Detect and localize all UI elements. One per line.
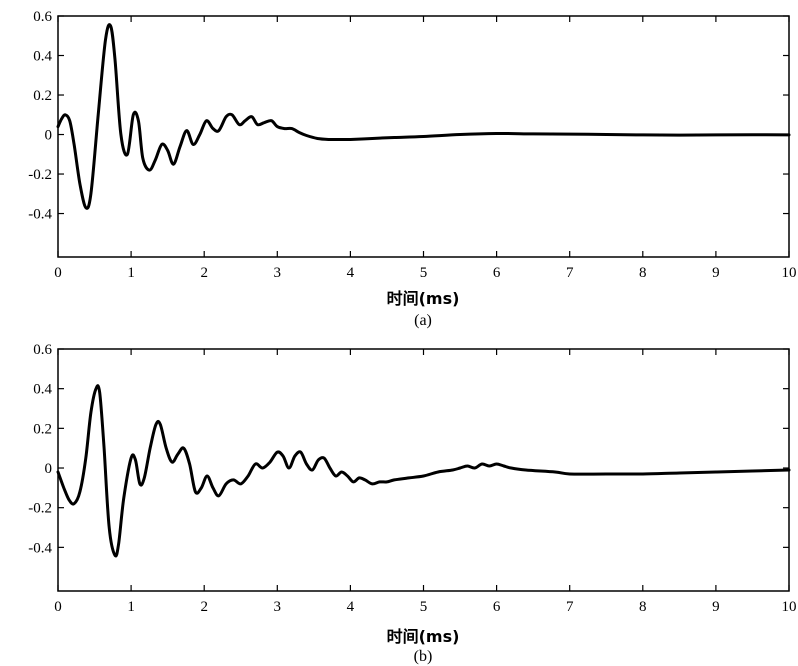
y-tick-label: -0.2 [28,501,52,517]
x-tick-label: 7 [566,599,574,615]
x-tick-label: 3 [274,599,282,615]
panel-caption-b: (b) [414,648,433,665]
y-tick-label: 0.2 [33,88,52,104]
x-tick-label: 2 [200,599,208,615]
y-ticks-a: 0.6 0.4 0.2 0 -0.2 -0.4 [28,9,789,223]
x-tick-label: 6 [493,265,501,281]
x-tick-label: 10 [782,599,797,615]
y-tick-label: 0.6 [33,342,52,358]
plot-frame-b [57,348,790,592]
x-tick-label: 8 [639,265,647,281]
x-tick-label: 10 [782,265,797,281]
x-tick-label: 4 [347,265,355,281]
x-tick-label: 0 [54,599,62,615]
y-tick-label: -0.2 [28,167,52,183]
y-tick-label: 0.4 [33,49,52,65]
y-tick-label: -0.4 [28,207,52,223]
x-tick-label: 8 [639,599,647,615]
series-line-a [56,23,791,210]
x-tick-label: 3 [274,265,282,281]
x-tick-label: 9 [712,265,720,281]
x-tick-label: 5 [420,599,428,615]
x-tick-label: 9 [712,599,720,615]
x-axis-title-b: 时间(ms) [387,627,460,646]
chart-panel-a: 0.6 0.4 0.2 0 -0.2 -0.4 0 1 2 3 4 5 6 7 8 9 10 时间(ms) (… [28,9,796,329]
x-ticks-b: 0 1 2 3 4 5 6 7 8 9 10 [54,349,797,615]
panel-caption-a: (a) [414,312,432,329]
x-tick-label: 6 [493,599,501,615]
y-tick-label: 0.4 [33,382,52,398]
x-tick-label: 0 [54,265,62,281]
y-tick-label: 0.2 [33,421,52,437]
series-line-b [56,384,791,558]
y-tick-label: 0 [45,461,53,477]
x-axis-title-a: 时间(ms) [387,289,460,308]
x-tick-label: 1 [127,599,135,615]
y-tick-label: 0 [45,128,53,144]
x-tick-label: 2 [200,265,208,281]
y-ticks-b: 0.6 0.4 0.2 0 -0.2 -0.4 [28,342,789,556]
y-tick-label: -0.4 [28,540,52,556]
x-tick-label: 4 [347,599,355,615]
x-tick-label: 1 [127,265,135,281]
y-tick-label: 0.6 [33,9,52,25]
x-ticks-a: 0 1 2 3 4 5 6 7 8 9 10 [54,16,797,281]
x-tick-label: 5 [420,265,428,281]
x-tick-label: 7 [566,265,574,281]
chart-panel-b: 0.6 0.4 0.2 0 -0.2 -0.4 0 1 2 3 4 5 6 7 8 9 10 时间(ms) (… [28,342,796,665]
